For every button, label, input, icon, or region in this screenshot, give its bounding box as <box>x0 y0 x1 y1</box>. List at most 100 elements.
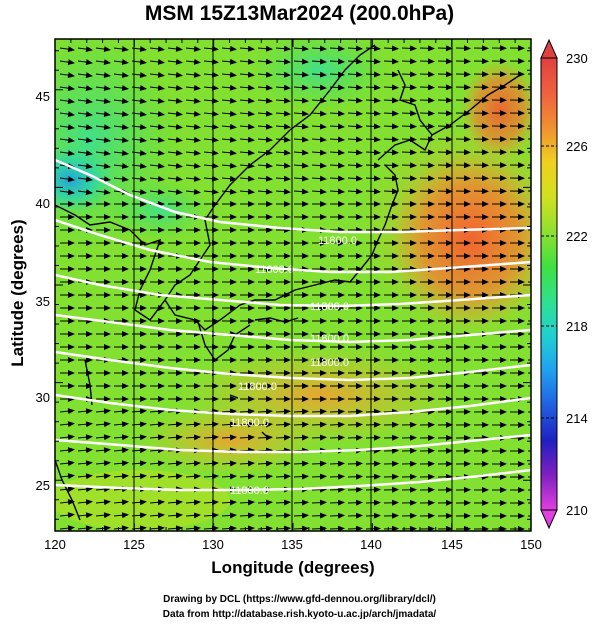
wind-arrow <box>257 460 273 467</box>
wind-arrow <box>275 97 291 104</box>
wind-arrow <box>401 45 417 52</box>
x-ticks <box>54 39 532 531</box>
wind-arrow <box>311 188 327 195</box>
y-tick-labels: 25 30 35 40 45 <box>36 89 50 493</box>
wind-arrow <box>59 421 75 428</box>
wind-arrow <box>149 525 165 531</box>
wind-arrow <box>401 149 417 156</box>
wind-arrow <box>185 499 201 506</box>
wind-arrow <box>365 149 381 156</box>
wind-arrow <box>401 110 417 117</box>
wind-arrow <box>59 85 75 92</box>
x-axis-label: Longitude (degrees) <box>211 558 375 577</box>
wind-arrow <box>239 58 255 65</box>
wind-arrow <box>419 149 435 156</box>
wind-arrow <box>113 59 129 66</box>
colorbar-bar <box>540 57 558 511</box>
wind-arrow <box>311 460 327 467</box>
wind-arrow <box>293 499 309 506</box>
wind-arrow <box>113 85 129 92</box>
y-tick-label: 25 <box>36 478 50 493</box>
wind-arrow <box>419 136 435 143</box>
wind-arrow <box>293 84 309 91</box>
wind-arrow <box>383 58 399 65</box>
wind-arrow <box>275 71 291 78</box>
wind-arrow <box>401 162 417 169</box>
wind-arrow <box>59 525 75 531</box>
wind-arrow <box>329 123 345 130</box>
wind-arrow <box>113 499 129 506</box>
wind-arrow <box>311 473 327 480</box>
wind-arrow <box>167 45 183 52</box>
x-tick-label: 140 <box>360 537 382 552</box>
wind-arrow <box>221 188 237 195</box>
wind-arrow <box>347 512 363 519</box>
wind-arrow <box>257 434 273 441</box>
wind-arrow <box>257 408 273 415</box>
wind-arrow <box>95 98 111 105</box>
wind-arrow <box>257 473 273 480</box>
wind-arrow <box>167 162 183 169</box>
wind-arrow <box>365 110 381 117</box>
colorbar-label: 210 <box>566 503 588 518</box>
wind-arrow <box>329 71 345 78</box>
wind-arrow <box>203 525 219 531</box>
wind-arrow <box>239 84 255 91</box>
y-tick-label: 30 <box>36 390 50 405</box>
wind-arrow <box>329 188 345 195</box>
wind-arrow <box>77 512 93 519</box>
wind-arrow <box>185 58 201 65</box>
wind-arrow <box>257 162 273 169</box>
wind-arrow <box>239 512 255 519</box>
wind-arrow <box>329 421 345 428</box>
contour-label: 11800.0 <box>310 333 349 345</box>
wind-arrow <box>113 111 129 118</box>
wind-arrow <box>293 136 309 143</box>
wind-arrow <box>203 460 219 467</box>
wind-arrow <box>311 136 327 143</box>
wind-arrow <box>59 137 75 144</box>
wind-arrow <box>293 460 309 467</box>
wind-arrow <box>95 137 111 144</box>
wind-arrow <box>149 460 165 467</box>
wind-arrow <box>311 512 327 519</box>
wind-arrow <box>149 434 165 441</box>
wind-arrow <box>95 72 111 79</box>
wind-arrow <box>221 97 237 104</box>
wind-arrow <box>203 45 219 52</box>
wind-arrow <box>329 473 345 480</box>
wind-arrow <box>59 434 75 441</box>
wind-arrow <box>347 499 363 506</box>
wind-arrow <box>239 473 255 480</box>
wind-arrow <box>95 473 111 480</box>
wind-arrow <box>329 486 345 493</box>
wind-arrow <box>77 434 93 441</box>
contour-label: 11800.0 <box>238 381 277 393</box>
wind-arrow <box>347 162 363 169</box>
wind-arrow <box>383 123 399 130</box>
wind-arrow <box>149 447 165 454</box>
wind-arrow <box>221 136 237 143</box>
wind-arrow <box>329 110 345 117</box>
wind-arrow <box>77 473 93 480</box>
wind-arrow <box>311 175 327 182</box>
wind-arrow <box>275 136 291 143</box>
contour-label: 11800.0 <box>318 235 357 247</box>
contour-labels: 11800.0 11600.0 11800.0 11800.0 11800.0 … <box>230 235 357 497</box>
wind-arrow <box>239 525 255 531</box>
wind-arrow <box>293 408 309 415</box>
wind-arrow <box>221 175 237 182</box>
wind-arrow <box>59 512 75 519</box>
wind-arrow <box>365 136 381 143</box>
wind-arrow <box>419 162 435 169</box>
wind-arrow <box>221 512 237 519</box>
wind-arrow <box>275 473 291 480</box>
wind-arrow <box>185 71 201 78</box>
wind-arrow <box>221 71 237 78</box>
wind-arrow <box>185 175 201 182</box>
wind-arrow <box>203 149 219 156</box>
wind-arrow <box>239 71 255 78</box>
wind-arrow <box>59 473 75 480</box>
colorbar-min-triangle <box>540 509 558 530</box>
wind-arrow <box>95 111 111 118</box>
